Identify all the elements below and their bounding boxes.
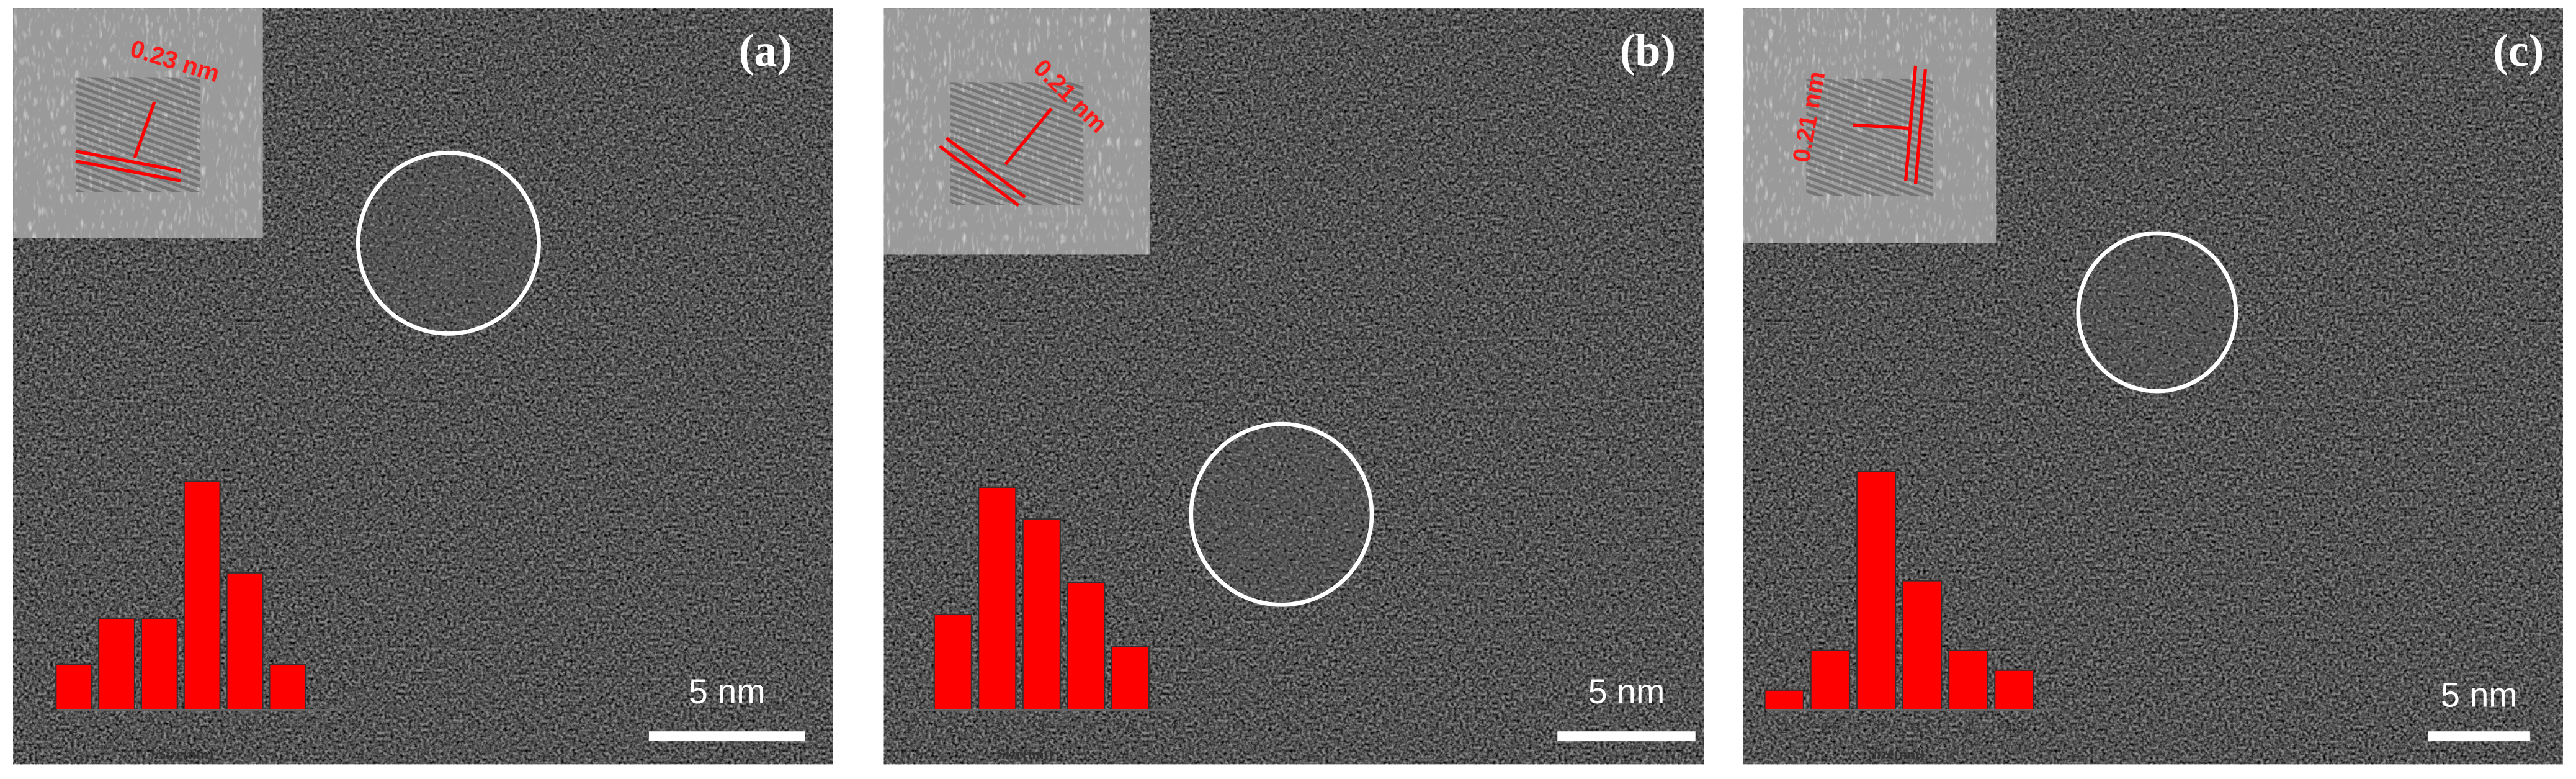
nanocrystal-circle	[1189, 421, 1374, 607]
histogram-bar	[1994, 669, 2034, 711]
histogram-bar	[140, 618, 178, 711]
x-axis-title: Size(nm)	[997, 747, 1053, 763]
lattice-lines	[75, 149, 181, 182]
x-tick-label: 4.5	[2005, 721, 2023, 737]
inset-fringes	[950, 82, 1084, 205]
x-tick-label: 1	[905, 721, 912, 737]
scale-bar-label: 5 nm	[1588, 672, 1665, 711]
scale-bar-label: 5 nm	[689, 672, 766, 711]
histogram-bar	[1856, 471, 1897, 711]
nanocrystal-circle	[356, 150, 541, 336]
arrow	[133, 101, 156, 159]
nanocrystal-circle	[2076, 231, 2238, 394]
panel-label: (b)	[1620, 25, 1676, 76]
histogram-bar	[933, 613, 972, 711]
x-axis-title: Size(nm)	[1869, 747, 1925, 763]
histogram-bar	[269, 664, 306, 711]
panel-label: (c)	[2493, 25, 2544, 76]
lattice-lines	[939, 137, 1026, 207]
x-tick-label: 4	[241, 721, 249, 737]
x-tick-label: 3	[1872, 721, 1880, 737]
x-tick-label: 3.5	[1913, 721, 1931, 737]
x-tick-label: 6	[1127, 721, 1134, 737]
histogram-bar	[98, 618, 135, 711]
x-tick-label: 3	[993, 721, 1001, 737]
x-tick-label: 5	[1082, 721, 1089, 737]
histogram-bar	[55, 664, 93, 711]
x-tick-label: 3	[156, 721, 163, 737]
x-tick-label: 2	[70, 721, 78, 737]
x-tick-label: 4	[1964, 721, 1972, 737]
histogram-bar	[1067, 582, 1106, 711]
inset-fringes	[75, 77, 201, 192]
crystal-fringes	[361, 156, 536, 331]
lattice-lines	[1903, 65, 1928, 184]
panel-label: (a)	[739, 25, 792, 76]
histogram-bar	[226, 572, 264, 711]
histogram-bar	[183, 480, 221, 711]
arrow	[1004, 107, 1053, 166]
histogram-bar	[1810, 649, 1851, 711]
histogram-bar	[1022, 518, 1061, 711]
x-tick-label: 5	[326, 721, 334, 737]
crystal-fringes	[1194, 427, 1369, 602]
x-tick-label: 2.5	[1821, 721, 1840, 737]
scale-bar	[1557, 731, 1696, 742]
histogram-bar	[1902, 580, 1943, 711]
x-tick-label: 2	[1781, 721, 1788, 737]
scale-bar	[2428, 731, 2530, 742]
histogram-bar	[978, 486, 1017, 711]
x-tick-label: 4	[1038, 721, 1045, 737]
x-tick-label: 7	[1171, 721, 1178, 737]
arrow	[1853, 123, 1910, 130]
histogram-bar	[1948, 649, 1988, 711]
crystal-fringes	[2081, 236, 2233, 388]
scale-bar-label: 5 nm	[2441, 676, 2518, 714]
x-axis-title: Size(nm)	[158, 747, 213, 763]
scale-bar	[648, 731, 805, 742]
x-tick-label: 2	[949, 721, 957, 737]
histogram-bar	[1111, 646, 1150, 711]
histogram-bar	[1764, 689, 1804, 711]
